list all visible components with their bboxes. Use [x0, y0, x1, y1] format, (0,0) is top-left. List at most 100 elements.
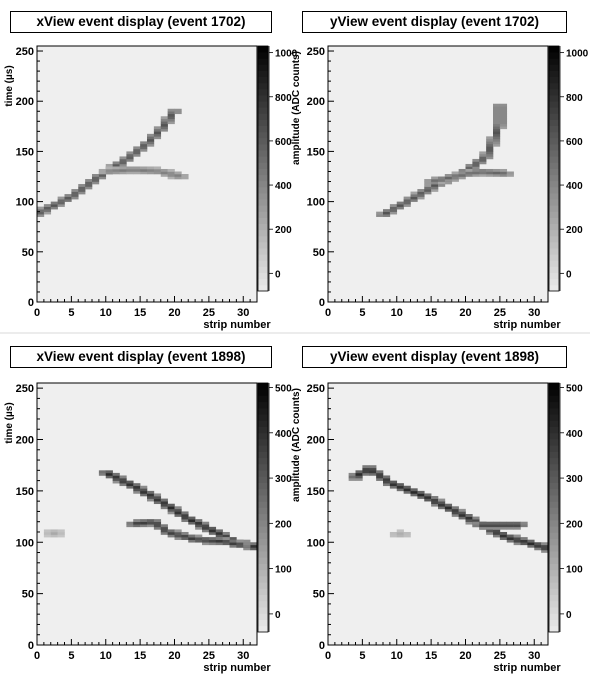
heatmap-cell [153, 171, 162, 175]
color-bar-step [549, 260, 559, 267]
color-bar-step [549, 95, 559, 102]
y-tick-label: 150 [307, 486, 325, 498]
heatmap-cell [410, 490, 418, 494]
heatmap-cell [126, 153, 134, 157]
x-tick-label: 0 [34, 650, 40, 662]
heatmap-cell [499, 524, 508, 528]
color-bar-step [258, 144, 268, 151]
color-bar-step [258, 488, 268, 496]
heatmap-cell [126, 168, 134, 172]
heatmap-cell [222, 542, 230, 546]
color-bar-step [549, 266, 559, 274]
color-bar-step [258, 463, 268, 471]
color-bar-step [258, 235, 268, 243]
heatmap-cell [119, 483, 127, 487]
color-bar-step [258, 594, 268, 602]
heatmap-cell [479, 158, 487, 162]
heatmap-cell [181, 174, 189, 177]
heatmap-cell [472, 161, 480, 165]
heatmap-cell [174, 529, 182, 533]
heatmap-cell [520, 524, 528, 528]
heatmap-cell [451, 174, 459, 177]
heatmap-cell [112, 478, 120, 481]
heatmap-cell [493, 531, 501, 535]
y-tick-label: 150 [307, 146, 325, 158]
heatmap-cell [202, 524, 210, 528]
heatmap-cell [160, 526, 168, 530]
color-bar-step [258, 180, 268, 188]
heatmap-cell [479, 153, 487, 157]
heatmap-cell [493, 141, 501, 145]
heatmap-cell [431, 184, 439, 187]
heatmap-cell [499, 111, 508, 115]
color-bar-step [549, 557, 559, 564]
heatmap-cell [140, 171, 148, 175]
heatmap-cell [389, 211, 398, 215]
heatmap-cell [403, 490, 411, 494]
x-tick-label: 30 [237, 650, 249, 662]
heatmap-cell [208, 526, 217, 530]
heatmap-cell [126, 171, 134, 175]
heatmap-cell [160, 171, 168, 175]
color-bar-step [549, 174, 559, 182]
heatmap-cell [133, 171, 141, 175]
color-bar-step [549, 476, 559, 484]
heatmap-cell [389, 209, 398, 212]
heatmap-cell [112, 163, 120, 167]
color-bar-frame [257, 382, 269, 633]
color-bar-step [258, 495, 268, 502]
heatmap-cell [403, 201, 411, 205]
color-bar-step [258, 619, 268, 627]
heatmap-cell [167, 108, 175, 112]
heatmap-cell [424, 191, 432, 195]
heatmap-cell [493, 128, 501, 132]
heatmap-cell [105, 470, 113, 474]
heatmap-cell [493, 133, 501, 137]
heatmap-cell [57, 531, 65, 535]
heatmap-cell [92, 179, 100, 182]
color-bar-step [258, 64, 268, 71]
heatmap-cell [43, 211, 52, 215]
color-bar-step [549, 426, 559, 434]
heatmap-cell [98, 168, 107, 172]
heatmap-cell [348, 478, 356, 481]
heatmap-cell [92, 174, 100, 177]
heatmap-cell [424, 498, 432, 502]
heatmap-cell [479, 161, 487, 165]
color-bar-step [549, 137, 559, 145]
y-tick-label: 100 [16, 197, 34, 209]
heatmap-cell [389, 485, 398, 489]
heatmap-cell [140, 521, 148, 525]
heatmap-cell [541, 547, 549, 551]
color-bar-step [258, 600, 268, 608]
heatmap-cell [486, 141, 494, 145]
heatmap-cell [153, 501, 162, 505]
heatmap-cell [105, 475, 113, 479]
heatmap-cell [355, 475, 363, 479]
color-bar-step [549, 594, 559, 602]
heatmap-cell [133, 488, 141, 492]
color-bar-step [549, 551, 559, 558]
heatmap-cell [140, 166, 148, 170]
heatmap-cell [499, 534, 508, 538]
heatmap-cell [153, 126, 162, 130]
heatmap-cell [153, 166, 162, 170]
heatmap-cell [417, 189, 425, 192]
color-bar-step [258, 113, 268, 120]
heatmap-cell [403, 204, 411, 207]
heatmap-cell [493, 168, 501, 172]
heatmap-cell [438, 501, 446, 505]
heatmap-cell [43, 204, 52, 207]
heatmap-cell [174, 174, 182, 177]
heatmap-cell [472, 168, 480, 172]
heatmap-cell [424, 493, 432, 497]
color-bar-step [549, 119, 559, 127]
heatmap-cell [486, 143, 494, 147]
color-bar-step [258, 588, 268, 596]
heatmap-cell [410, 194, 418, 197]
heatmap-cell [112, 480, 120, 484]
heatmap-cell [140, 146, 148, 150]
heatmap-cell [389, 531, 398, 535]
heatmap-cell [493, 138, 501, 142]
heatmap-cell [119, 158, 127, 162]
